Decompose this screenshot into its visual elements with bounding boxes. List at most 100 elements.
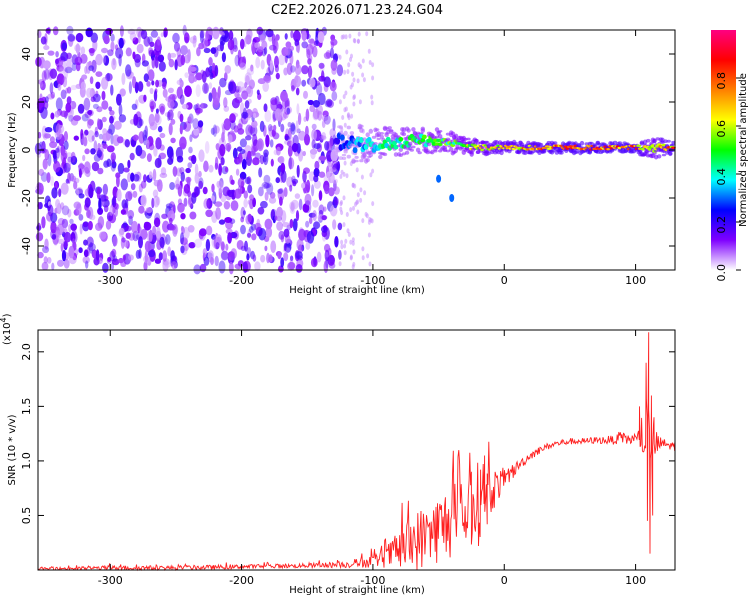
heatmap-cell bbox=[140, 194, 147, 207]
heatmap-cell bbox=[159, 236, 165, 249]
heatmap-cell bbox=[60, 202, 65, 210]
heatmap-cell bbox=[70, 151, 76, 163]
heatmap-cell bbox=[208, 82, 213, 89]
heatmap-cell bbox=[167, 109, 174, 121]
heatmap-cell bbox=[297, 112, 302, 125]
heatmap-cell bbox=[61, 205, 70, 216]
heatmap-cell bbox=[132, 37, 139, 45]
heatmap-cell bbox=[264, 110, 272, 123]
heatmap-cell bbox=[123, 167, 130, 173]
heatmap-cell bbox=[335, 137, 341, 145]
heatmap-cell bbox=[301, 41, 309, 49]
heatmap-cell bbox=[39, 81, 43, 88]
heatmap-cell bbox=[63, 259, 70, 269]
heatmap-cell bbox=[138, 236, 143, 249]
heatmap-cell bbox=[335, 161, 340, 171]
heatmap-cell bbox=[312, 199, 319, 208]
heatmap-cell bbox=[212, 124, 218, 137]
heatmap-cell bbox=[438, 134, 443, 139]
heatmap-cell bbox=[87, 130, 95, 143]
heatmap-cell bbox=[90, 32, 99, 43]
heatmap-cell bbox=[324, 243, 331, 253]
heatmap-cell bbox=[56, 202, 62, 215]
heatmap-cell bbox=[280, 90, 288, 102]
heatmap-cell bbox=[353, 183, 357, 189]
heatmap-cell bbox=[194, 163, 199, 176]
heatmap-cell bbox=[61, 42, 67, 51]
heatmap-cell bbox=[148, 250, 156, 258]
heatmap-cell bbox=[144, 125, 148, 138]
heatmap-cell bbox=[277, 188, 283, 194]
heatmap-cell bbox=[245, 34, 252, 45]
spectrogram-y-tick-label: 20 bbox=[20, 95, 33, 109]
snr-series-line bbox=[37, 332, 676, 572]
heatmap-cell bbox=[162, 220, 170, 233]
heatmap-cell bbox=[373, 142, 378, 146]
heatmap-cell bbox=[83, 136, 88, 147]
heatmap-cell bbox=[296, 103, 300, 115]
heatmap-cell bbox=[43, 45, 50, 51]
heatmap-cell bbox=[354, 159, 359, 163]
heatmap-cell bbox=[269, 59, 274, 72]
heatmap-cell bbox=[179, 136, 187, 150]
heatmap-cell bbox=[78, 168, 82, 178]
heatmap-cell bbox=[46, 172, 51, 184]
heatmap-cell bbox=[323, 206, 327, 212]
heatmap-cell bbox=[49, 141, 58, 149]
heatmap-cell bbox=[180, 225, 185, 232]
heatmap-cell bbox=[341, 156, 347, 160]
heatmap-cell bbox=[245, 75, 250, 85]
heatmap-cell bbox=[58, 188, 62, 198]
heatmap-cell bbox=[155, 79, 160, 88]
heatmap-cell bbox=[349, 131, 355, 135]
heatmap-cell bbox=[43, 256, 48, 264]
heatmap-cell bbox=[356, 78, 360, 84]
heatmap-cell bbox=[149, 87, 154, 95]
heatmap-cell bbox=[170, 250, 175, 261]
heatmap-cell bbox=[203, 198, 210, 209]
heatmap-cell bbox=[85, 27, 93, 38]
heatmap-cell bbox=[167, 99, 175, 109]
heatmap-cell bbox=[41, 70, 47, 82]
heatmap-cell bbox=[367, 219, 371, 225]
heatmap-cell bbox=[55, 58, 59, 65]
heatmap-cell bbox=[352, 95, 356, 101]
heatmap-cell bbox=[80, 46, 86, 55]
heatmap-cell bbox=[95, 249, 100, 261]
heatmap-cell bbox=[371, 201, 375, 207]
heatmap-cell bbox=[340, 134, 345, 141]
heatmap-cell bbox=[228, 261, 234, 275]
heatmap-cell bbox=[171, 261, 178, 270]
heatmap-cell bbox=[134, 58, 141, 68]
heatmap-cell bbox=[254, 42, 260, 49]
heatmap-cell bbox=[351, 71, 355, 77]
heatmap-cell bbox=[542, 149, 547, 154]
heatmap-cell bbox=[321, 120, 326, 128]
heatmap-cell bbox=[304, 200, 312, 214]
heatmap-cell bbox=[155, 108, 159, 114]
heatmap-cell bbox=[64, 66, 73, 74]
heatmap-cell bbox=[442, 147, 448, 152]
heatmap-cell bbox=[338, 54, 342, 60]
heatmap-cell bbox=[349, 239, 353, 245]
heatmap-cell bbox=[264, 191, 269, 201]
heatmap-cell bbox=[170, 118, 176, 125]
heatmap-cell bbox=[102, 128, 107, 136]
heatmap-cell bbox=[50, 175, 54, 187]
heatmap-cell bbox=[248, 79, 255, 90]
heatmap-cell bbox=[365, 213, 369, 219]
heatmap-cell bbox=[263, 47, 268, 55]
snr-y-tick-label: 2.0 bbox=[20, 343, 33, 361]
heatmap-cell bbox=[156, 179, 163, 193]
heatmap-cell bbox=[342, 195, 346, 201]
heatmap-cell bbox=[78, 247, 83, 254]
heatmap-cell bbox=[105, 220, 112, 230]
heatmap-cell bbox=[151, 56, 156, 69]
heatmap-cell bbox=[180, 245, 185, 254]
heatmap-cell bbox=[313, 221, 321, 229]
colorbar-tick-label: 0.8 bbox=[715, 72, 728, 90]
heatmap-cell bbox=[103, 205, 109, 213]
heatmap-cell bbox=[344, 238, 348, 244]
heatmap-cell bbox=[41, 216, 46, 229]
heatmap-cell bbox=[194, 238, 203, 248]
